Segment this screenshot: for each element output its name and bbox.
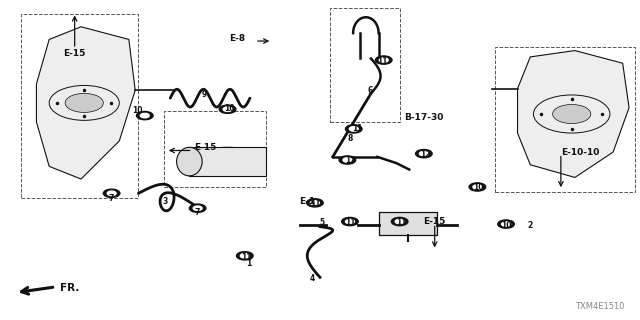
Text: 12: 12 bbox=[420, 150, 430, 159]
Circle shape bbox=[107, 191, 116, 196]
Text: 7: 7 bbox=[109, 194, 115, 203]
Circle shape bbox=[392, 217, 408, 226]
Text: 3: 3 bbox=[163, 197, 168, 206]
Text: 7: 7 bbox=[195, 208, 200, 217]
Circle shape bbox=[136, 111, 153, 120]
Text: 11: 11 bbox=[377, 57, 388, 66]
Text: 2: 2 bbox=[527, 221, 533, 230]
Text: 11: 11 bbox=[241, 253, 252, 262]
Text: E-15: E-15 bbox=[63, 49, 86, 58]
Text: E-1: E-1 bbox=[300, 197, 316, 206]
Bar bbox=[330, 8, 399, 122]
Text: 11: 11 bbox=[396, 218, 407, 227]
Bar bbox=[20, 14, 138, 198]
Text: 11: 11 bbox=[310, 199, 321, 208]
Circle shape bbox=[193, 206, 202, 211]
Ellipse shape bbox=[189, 147, 266, 176]
Circle shape bbox=[339, 156, 356, 164]
Circle shape bbox=[419, 151, 428, 156]
Circle shape bbox=[189, 204, 206, 212]
Text: E-10-10: E-10-10 bbox=[561, 148, 599, 156]
Circle shape bbox=[310, 201, 319, 205]
Text: E-15: E-15 bbox=[194, 143, 216, 152]
Text: E-8: E-8 bbox=[229, 34, 246, 43]
Text: FR.: FR. bbox=[60, 283, 79, 292]
Text: 10: 10 bbox=[502, 221, 512, 230]
Text: 6: 6 bbox=[367, 86, 372, 95]
Circle shape bbox=[241, 253, 249, 258]
Circle shape bbox=[502, 222, 511, 226]
Circle shape bbox=[220, 105, 236, 113]
Circle shape bbox=[415, 149, 432, 158]
Text: 11: 11 bbox=[352, 124, 362, 133]
Text: E-15: E-15 bbox=[423, 217, 445, 226]
Circle shape bbox=[223, 107, 232, 111]
Text: 12: 12 bbox=[346, 156, 356, 165]
Text: 5: 5 bbox=[319, 218, 324, 227]
Text: 1: 1 bbox=[246, 259, 252, 268]
Circle shape bbox=[346, 125, 362, 133]
Circle shape bbox=[552, 105, 591, 124]
Polygon shape bbox=[36, 27, 135, 179]
Circle shape bbox=[307, 199, 323, 207]
Circle shape bbox=[376, 56, 392, 64]
Circle shape bbox=[343, 158, 352, 162]
Circle shape bbox=[395, 219, 404, 224]
Bar bbox=[164, 111, 266, 187]
Text: 11: 11 bbox=[346, 218, 356, 227]
Circle shape bbox=[140, 113, 149, 118]
Circle shape bbox=[473, 185, 482, 189]
Text: 10: 10 bbox=[473, 183, 483, 192]
Ellipse shape bbox=[177, 147, 202, 176]
Circle shape bbox=[349, 127, 358, 131]
Circle shape bbox=[342, 217, 358, 226]
Circle shape bbox=[346, 219, 355, 224]
Text: TXM4E1510: TXM4E1510 bbox=[575, 302, 625, 311]
Text: 9: 9 bbox=[202, 91, 207, 100]
Text: 10: 10 bbox=[132, 106, 142, 115]
Bar bbox=[189, 147, 266, 176]
Circle shape bbox=[237, 252, 253, 260]
Circle shape bbox=[103, 189, 120, 197]
Bar bbox=[495, 47, 636, 192]
Circle shape bbox=[469, 183, 486, 191]
Circle shape bbox=[380, 58, 388, 62]
Text: B-17-30: B-17-30 bbox=[404, 113, 444, 122]
Text: 4: 4 bbox=[310, 274, 315, 283]
Circle shape bbox=[65, 93, 103, 112]
Circle shape bbox=[498, 220, 515, 228]
Text: 10: 10 bbox=[224, 104, 235, 113]
Bar bbox=[380, 212, 436, 235]
Polygon shape bbox=[518, 51, 629, 178]
Text: 8: 8 bbox=[348, 134, 353, 143]
